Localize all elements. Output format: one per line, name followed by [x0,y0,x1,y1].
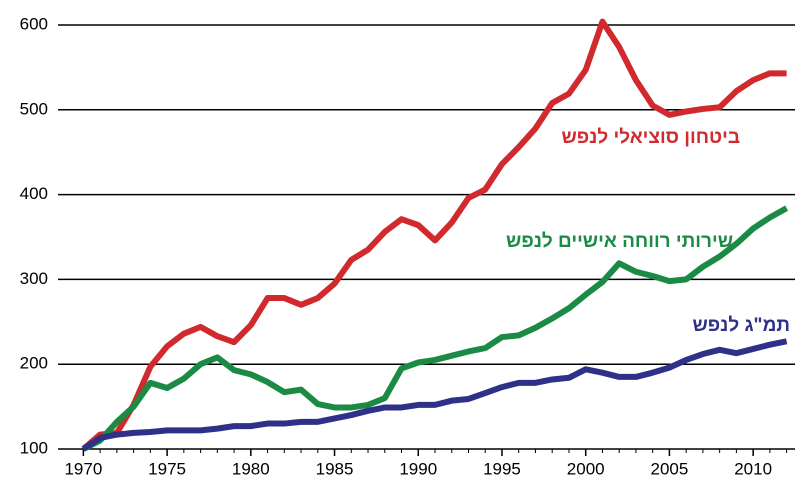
y-tick-label: 400 [20,184,48,203]
data-line [81,338,788,452]
series-label: תמ"ג לנפש [692,315,790,336]
x-tick-label: 2010 [734,459,772,478]
x-tick-label: 1980 [232,459,270,478]
y-tick-label: 600 [20,14,48,33]
series-label: ביטחון סוציאלי לנפש [561,127,740,148]
y-tick-label: 500 [20,99,48,118]
y-tick-label: 300 [20,269,48,288]
x-tick-label: 1975 [148,459,186,478]
x-tick-label: 1990 [399,459,437,478]
x-tick-label: 1985 [316,459,354,478]
series-label: שירותי רווחה אישיים לנפש [506,231,733,252]
x-tick-label: 1995 [483,459,521,478]
x-tick-label: 1970 [64,459,102,478]
y-tick-label: 200 [20,354,48,373]
y-tick-label: 100 [20,438,48,457]
data-line [82,205,789,452]
x-tick-label: 2000 [567,459,605,478]
data-line [81,18,787,452]
x-tick-label: 2005 [651,459,689,478]
